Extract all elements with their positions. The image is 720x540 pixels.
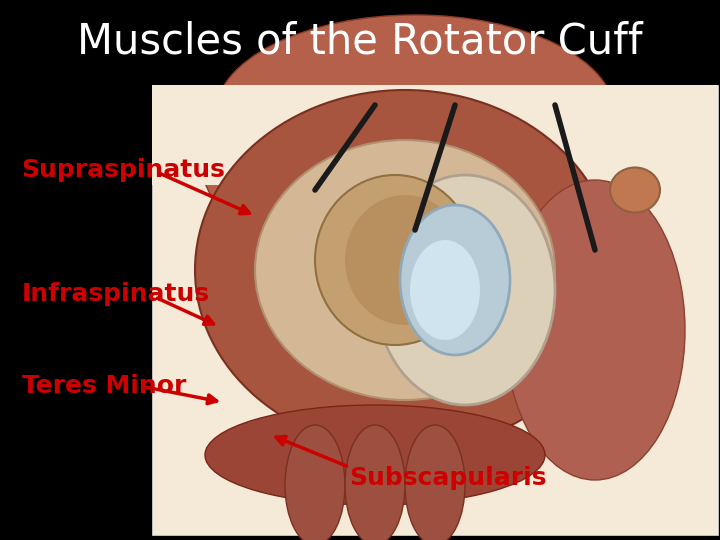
Bar <box>152 85 718 185</box>
Ellipse shape <box>400 205 510 355</box>
Ellipse shape <box>315 175 475 345</box>
Text: Muscles of the Rotator Cuff: Muscles of the Rotator Cuff <box>77 20 643 62</box>
Text: Supraspinatus: Supraspinatus <box>22 158 225 182</box>
Ellipse shape <box>405 425 465 540</box>
Polygon shape <box>162 90 708 205</box>
Text: Teres Minor: Teres Minor <box>22 374 186 398</box>
Ellipse shape <box>610 167 660 213</box>
Ellipse shape <box>410 240 480 340</box>
Text: Infraspinatus: Infraspinatus <box>22 282 210 306</box>
Ellipse shape <box>375 175 555 405</box>
Text: Subscapularis: Subscapularis <box>349 466 546 490</box>
Ellipse shape <box>345 195 465 325</box>
Ellipse shape <box>215 15 615 215</box>
Bar <box>152 85 718 535</box>
Ellipse shape <box>255 140 555 400</box>
Ellipse shape <box>205 405 545 505</box>
Ellipse shape <box>195 90 615 450</box>
Ellipse shape <box>505 180 685 480</box>
Ellipse shape <box>345 425 405 540</box>
Ellipse shape <box>285 425 345 540</box>
